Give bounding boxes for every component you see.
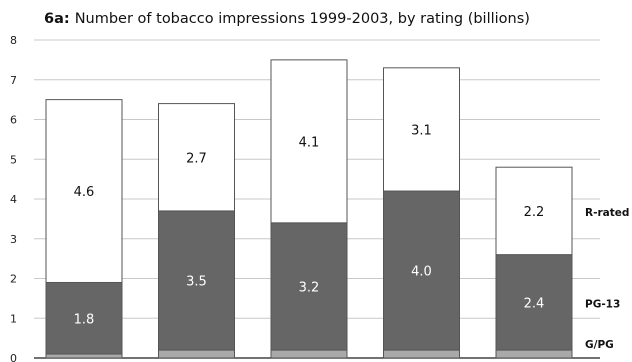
bar-segment-pg-13 bbox=[158, 210, 235, 351]
data-label: 3.1 bbox=[411, 123, 432, 138]
bar-segment-pg-13 bbox=[270, 222, 348, 351]
bar-segment-r-rated bbox=[383, 67, 460, 192]
data-label: 2.2 bbox=[524, 205, 545, 220]
data-label: 1.8 bbox=[74, 312, 95, 327]
bar-segment-r-rated bbox=[270, 59, 348, 224]
legend: G/PG PG-13 R-rated bbox=[585, 207, 629, 351]
chart-title: 6a: Number of tobacco impressions 1999-20… bbox=[44, 11, 530, 27]
y-tick-label: 5 bbox=[10, 153, 17, 166]
chart-title-text: Number of tobacco impressions 1999-2003,… bbox=[75, 11, 530, 27]
y-axis: 0 1 2 3 4 5 6 7 8 bbox=[10, 34, 17, 362]
y-tick-label: 0 bbox=[10, 352, 17, 362]
legend-entry: PG-13 bbox=[585, 298, 620, 310]
y-tick-label: 4 bbox=[10, 193, 17, 206]
data-label: 3.5 bbox=[186, 274, 207, 289]
bar-segment-r-rated bbox=[495, 166, 573, 256]
bar-segment-pg-13 bbox=[383, 190, 460, 351]
y-tick-label: 7 bbox=[10, 74, 17, 87]
data-label: 4.0 bbox=[411, 265, 432, 280]
y-tick-label: 3 bbox=[10, 233, 17, 246]
bar-segment-r-rated bbox=[158, 103, 235, 212]
chart-title-prefix: 6a: bbox=[44, 11, 70, 27]
data-label: 2.4 bbox=[524, 296, 545, 311]
y-tick-label: 8 bbox=[10, 34, 17, 47]
bar-segment-pg-13 bbox=[45, 281, 123, 355]
y-tick-label: 2 bbox=[10, 273, 17, 286]
bar-segment-r-rated bbox=[45, 99, 123, 283]
legend-entry: R-rated bbox=[585, 207, 629, 219]
legend-entry: G/PG bbox=[585, 339, 614, 351]
y-tick-label: 1 bbox=[10, 312, 17, 325]
y-tick-label: 6 bbox=[10, 114, 17, 127]
bars: 0.11.84.60.23.52.70.23.24.10.24.03.10.22… bbox=[45, 59, 573, 359]
data-label: 3.2 bbox=[299, 280, 320, 295]
data-label: 2.7 bbox=[186, 151, 207, 166]
data-label: 4.1 bbox=[299, 135, 320, 150]
data-label: 4.6 bbox=[74, 185, 95, 200]
